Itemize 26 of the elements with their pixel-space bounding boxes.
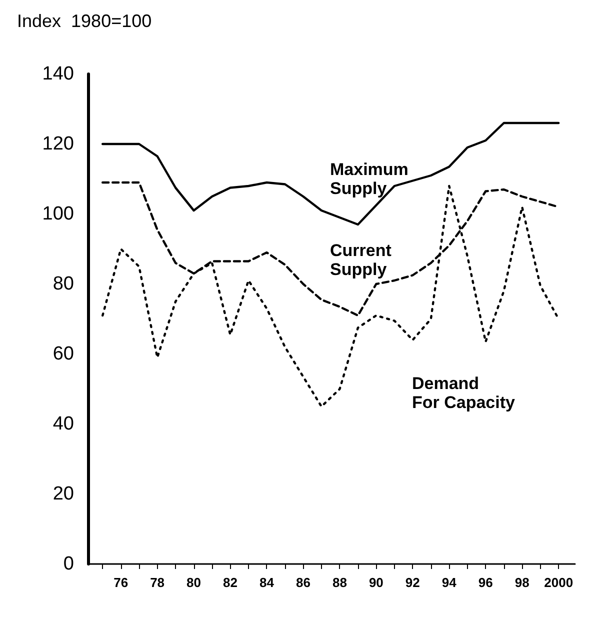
text: Demand For Capacity xyxy=(412,374,516,412)
y-tick-label: 120 xyxy=(42,134,74,154)
x-tick-label: 76 xyxy=(114,575,128,590)
x-tick-label: 2000 xyxy=(544,575,574,590)
x-tick-label: 90 xyxy=(368,575,384,590)
x-tick-label: 94 xyxy=(442,575,458,590)
series-label: Maximum Supply xyxy=(330,160,408,198)
x-tick-label: 88 xyxy=(332,575,347,590)
y-tick-label: 20 xyxy=(52,484,74,504)
series-label: Current Supply xyxy=(330,241,392,279)
y-tick-label: 140 xyxy=(42,64,74,84)
x-tick-label: 84 xyxy=(260,575,275,590)
x-tick-label: 82 xyxy=(223,575,238,590)
y-tick-label: 40 xyxy=(52,414,74,434)
x-tick-label: 96 xyxy=(478,575,493,590)
x-tick-label: 86 xyxy=(296,575,310,590)
y-tick-label: 0 xyxy=(63,554,74,574)
x-tick-label: 92 xyxy=(405,575,420,590)
y-tick-label: 60 xyxy=(52,344,74,364)
line-series xyxy=(101,122,560,226)
y-axis-title: Index 1980=100 xyxy=(17,11,152,31)
x-tick-label: 78 xyxy=(150,575,165,590)
y-tick-label: 80 xyxy=(52,274,74,294)
y-tick-label: 100 xyxy=(42,204,74,224)
x-tick-label: 98 xyxy=(514,575,530,590)
x-tick-label: 80 xyxy=(186,575,202,590)
